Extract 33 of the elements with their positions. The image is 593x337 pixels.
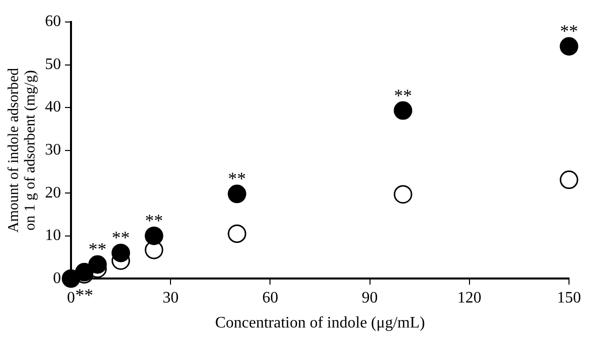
x-tick-label: 30 <box>162 289 179 306</box>
annotation: ** <box>75 284 94 305</box>
annotation: ** <box>112 228 130 248</box>
x-axis-title: Concentration of indole (μg/mL) <box>215 314 425 332</box>
y-tick-label: 50 <box>45 56 61 73</box>
y-tick-label: 40 <box>45 98 61 116</box>
y-axis-title: Amount of indole adsorbed on 1 g of adsorbent (mg/g) <box>6 68 39 233</box>
y-tick-label: 60 <box>45 13 61 30</box>
x-tick-label: 60 <box>262 289 278 306</box>
point <box>112 244 130 262</box>
y-tick-label: 0 <box>53 270 61 287</box>
point <box>560 37 578 56</box>
annotation: ** <box>394 85 412 106</box>
point <box>560 170 578 190</box>
x-tick-label: 0 <box>67 289 75 306</box>
point <box>88 255 107 274</box>
annotation: ** <box>560 21 578 42</box>
x-tick-label: 150 <box>557 289 581 306</box>
annotation: ** <box>145 210 163 231</box>
y-tick-label: 20 <box>45 184 61 202</box>
point <box>394 185 412 204</box>
point <box>75 262 94 282</box>
point <box>228 184 246 204</box>
point <box>62 269 80 288</box>
y-tick-label: 10 <box>45 227 61 244</box>
point <box>394 101 412 120</box>
point <box>228 224 246 243</box>
x-tick-label: 120 <box>457 289 482 306</box>
x-tick-label: 90 <box>362 289 378 306</box>
annotation: ** <box>88 239 107 260</box>
annotation: ** <box>228 168 246 189</box>
y-tick-label: 30 <box>45 142 61 159</box>
point <box>144 226 164 246</box>
